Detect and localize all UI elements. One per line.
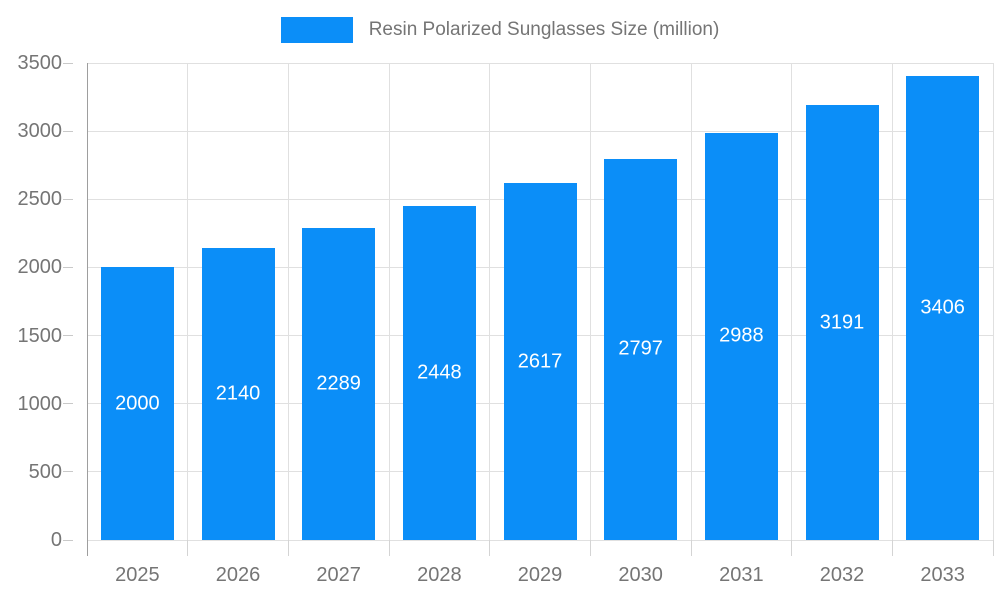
x-axis-label: 2029 — [517, 564, 563, 586]
x-axis-tick — [791, 540, 793, 556]
y-axis-tick — [63, 335, 73, 337]
x-gridline — [992, 63, 994, 540]
bar[interactable] — [906, 75, 980, 540]
y-axis-label: 500 — [28, 460, 62, 483]
x-gridline — [791, 63, 793, 540]
x-axis-tick — [891, 540, 893, 556]
x-axis-label: 2030 — [618, 564, 663, 586]
y-axis-label: 1000 — [17, 392, 63, 415]
bar[interactable] — [100, 267, 174, 540]
x-axis-label: 2027 — [316, 564, 361, 586]
bar[interactable] — [704, 132, 778, 540]
bar[interactable] — [302, 228, 376, 540]
bar-value-label: 2988 — [719, 324, 764, 347]
x-axis-tick — [690, 540, 692, 556]
bar-value-label: 2797 — [618, 337, 663, 360]
x-axis-tick — [287, 540, 289, 556]
y-axis-label: 3500 — [17, 52, 63, 74]
bar-value-label: 2140 — [215, 382, 261, 405]
bar[interactable] — [402, 206, 476, 540]
bar[interactable] — [604, 158, 678, 540]
y-gridline — [87, 130, 993, 132]
x-axis-label: 2032 — [819, 564, 865, 586]
bar-value-label: 2617 — [517, 350, 563, 373]
y-axis-label: 2500 — [17, 188, 63, 211]
x-gridline — [388, 63, 390, 540]
x-axis-tick — [489, 540, 491, 556]
bar-value-label: 3406 — [920, 296, 965, 319]
bar[interactable] — [805, 105, 879, 540]
y-axis-label: 3000 — [17, 120, 63, 143]
y-axis-tick — [63, 266, 73, 268]
y-axis-tick — [63, 471, 73, 473]
x-axis-tick — [187, 540, 189, 556]
x-axis-tick — [589, 540, 591, 556]
legend-swatch — [280, 17, 353, 43]
y-gridline — [87, 62, 993, 64]
y-axis-tick — [63, 130, 73, 132]
y-gridline — [87, 539, 993, 541]
x-axis-label: 2025 — [115, 564, 160, 586]
x-axis-label: 2033 — [920, 564, 965, 586]
bar-value-label: 3191 — [819, 311, 865, 334]
x-axis-tick — [992, 540, 994, 556]
y-axis-label: 0 — [50, 529, 62, 551]
y-axis-label: 1500 — [17, 324, 63, 347]
y-axis-tick — [63, 198, 73, 200]
legend-label: Resin Polarized Sunglasses Size (million… — [368, 19, 720, 40]
legend: Resin Polarized Sunglasses Size (million… — [0, 17, 1000, 43]
x-axis-label: 2026 — [215, 564, 261, 586]
y-axis-tick — [63, 539, 73, 541]
y-axis-tick — [63, 62, 73, 64]
bar-value-label: 2448 — [417, 361, 462, 384]
bar-value-label: 2000 — [115, 392, 160, 415]
y-axis-label: 2000 — [17, 256, 63, 279]
x-gridline — [891, 63, 893, 540]
x-gridline — [287, 63, 289, 540]
legend-item[interactable]: Resin Polarized Sunglasses Size (million… — [280, 17, 720, 43]
y-axis-line — [86, 63, 88, 556]
bar-value-label: 2289 — [316, 372, 361, 395]
x-axis-tick — [388, 540, 390, 556]
y-axis-tick — [63, 403, 73, 405]
x-gridline — [187, 63, 189, 540]
x-axis-label: 2028 — [417, 564, 462, 586]
x-gridline — [690, 63, 692, 540]
x-gridline — [489, 63, 491, 540]
bar[interactable] — [503, 183, 577, 540]
x-axis-label: 2031 — [719, 564, 764, 586]
x-gridline — [589, 63, 591, 540]
bar[interactable] — [201, 248, 275, 540]
